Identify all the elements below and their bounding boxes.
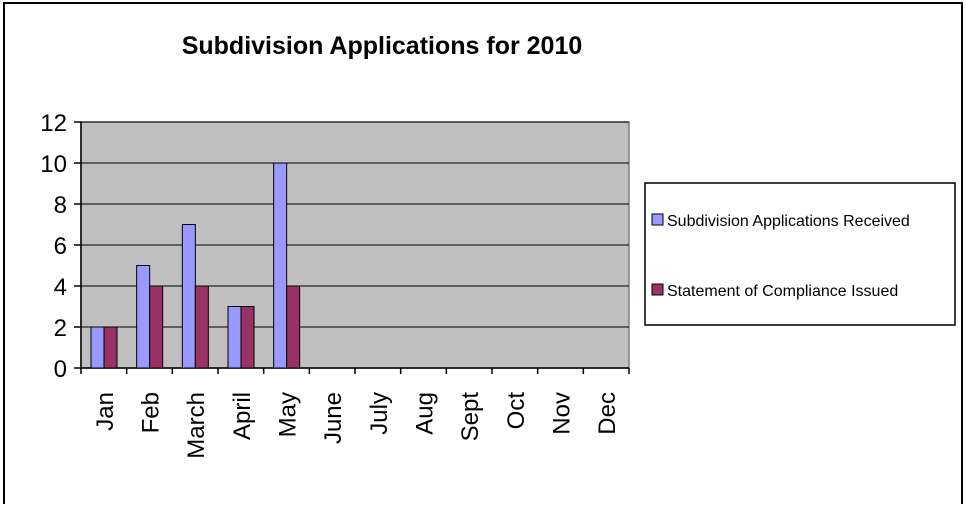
legend: Subdivision Applications Received Stateme…	[644, 182, 956, 326]
y-tick-label: 4	[54, 274, 67, 301]
x-tick-label: Aug	[412, 392, 439, 435]
plot-area: 0 2 4 6 8 10 12 Jan Feb March April May June July Aug S…	[40, 110, 630, 459]
y-tick-label: 6	[54, 233, 67, 260]
bar	[286, 285, 301, 369]
x-tick-label: Sept	[457, 392, 484, 442]
x-tick-label: Dec	[594, 392, 621, 435]
chart-title: Subdivision Applications for 2010	[182, 32, 583, 60]
y-tick-label: 8	[54, 192, 67, 219]
legend-swatch	[651, 283, 664, 296]
legend-label: Subdivision Applications Received	[667, 213, 910, 230]
bar	[194, 285, 209, 369]
x-tick-label: June	[320, 392, 347, 444]
y-tick-label: 12	[40, 110, 67, 137]
bar	[181, 224, 196, 369]
legend-label: Statement of Compliance Issued	[667, 283, 898, 300]
bar	[103, 326, 118, 369]
bar	[136, 265, 151, 369]
y-tick-label: 2	[54, 315, 67, 342]
bar	[240, 306, 255, 369]
y-tick-label: 10	[40, 151, 67, 178]
bar	[149, 285, 164, 369]
x-tick-label: July	[366, 392, 393, 435]
x-tick-label: Jan	[92, 392, 119, 431]
legend-swatch	[651, 213, 664, 226]
y-tick-label: 0	[54, 356, 67, 383]
x-tick-label: Oct	[503, 392, 530, 430]
x-tick-label: Nov	[549, 392, 576, 435]
legend-box	[644, 182, 956, 326]
x-tick-label: April	[229, 392, 256, 440]
x-tick-label: Feb	[138, 392, 165, 433]
x-tick-label: May	[275, 392, 302, 437]
bar	[273, 162, 288, 369]
bar	[90, 326, 105, 369]
bar	[227, 306, 242, 369]
x-tick-label: March	[183, 392, 210, 459]
